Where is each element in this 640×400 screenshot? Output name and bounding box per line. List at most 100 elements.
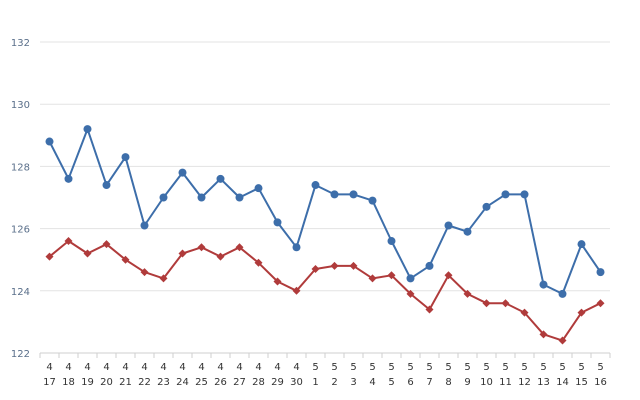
x-tick-label-day: 11 (499, 377, 512, 388)
x-tick-label-day: 16 (594, 377, 607, 388)
data-point (425, 261, 434, 270)
x-tick-label-month: 5 (521, 362, 527, 373)
x-tick-label-month: 4 (236, 362, 242, 373)
x-tick-label-day: 9 (464, 377, 470, 388)
data-point (159, 274, 168, 283)
data-point (406, 274, 415, 283)
x-tick-label-month: 5 (464, 362, 470, 373)
x-axis: 4174184194204214224234244254264274284294… (39, 352, 611, 388)
data-point (45, 252, 54, 261)
x-tick-label-month: 5 (445, 362, 451, 373)
data-point (102, 240, 111, 249)
data-point (273, 218, 282, 227)
data-point (216, 174, 225, 183)
data-point (311, 265, 320, 274)
data-point (121, 255, 130, 264)
x-tick-label-month: 5 (388, 362, 394, 373)
data-point (311, 181, 320, 190)
x-tick-label-day: 23 (157, 377, 170, 388)
data-point (140, 268, 149, 277)
data-point (178, 249, 187, 258)
x-tick-label-day: 18 (62, 377, 75, 388)
data-point (330, 261, 339, 270)
x-tick-label-day: 13 (537, 377, 550, 388)
x-tick-label-day: 27 (233, 377, 246, 388)
x-tick-label-day: 17 (43, 377, 56, 388)
x-tick-label-day: 21 (119, 377, 132, 388)
data-point (64, 174, 73, 183)
data-point (102, 181, 111, 190)
data-point (558, 336, 567, 345)
x-tick-label-day: 3 (350, 377, 356, 388)
data-point (596, 299, 605, 308)
data-point (558, 289, 567, 298)
x-tick-label-month: 4 (160, 362, 166, 373)
x-tick-label-day: 15 (575, 377, 588, 388)
x-tick-label-day: 24 (176, 377, 189, 388)
y-tick-label: 128 (11, 162, 30, 173)
data-point (406, 289, 415, 298)
x-tick-label-month: 4 (198, 362, 204, 373)
x-tick-label-day: 30 (290, 377, 303, 388)
y-tick-label: 130 (11, 100, 30, 111)
x-tick-label-month: 4 (84, 362, 90, 373)
x-tick-label-month: 5 (407, 362, 413, 373)
x-tick-label-month: 5 (369, 362, 375, 373)
data-point (368, 274, 377, 283)
data-point (520, 308, 529, 317)
x-tick-label-month: 4 (65, 362, 71, 373)
x-tick-label-month: 4 (217, 362, 223, 373)
series-line (48, 240, 601, 342)
data-point (254, 184, 263, 193)
x-tick-label-month: 5 (426, 362, 432, 373)
x-tick-label-day: 19 (81, 377, 94, 388)
data-point (235, 193, 244, 202)
data-point (520, 190, 529, 199)
data-point (292, 243, 301, 252)
data-point (197, 243, 206, 252)
data-point (349, 261, 358, 270)
x-tick-label-day: 22 (138, 377, 151, 388)
y-axis: 122 124 126 128 130 132 (11, 38, 30, 360)
x-tick-label-month: 5 (502, 362, 508, 373)
grid-lines (40, 41, 610, 292)
y-tick-label: 126 (11, 225, 30, 236)
x-tick-label-day: 28 (252, 377, 265, 388)
x-tick-label-month: 4 (293, 362, 299, 373)
x-tick-label-day: 20 (100, 377, 113, 388)
x-tick-label-month: 4 (46, 362, 52, 373)
data-point (577, 240, 586, 249)
x-tick-label-day: 25 (195, 377, 208, 388)
x-tick-label-day: 2 (331, 377, 337, 388)
y-tick-label: 132 (11, 38, 30, 49)
data-point (463, 289, 472, 298)
x-tick-label-day: 10 (480, 377, 493, 388)
data-point (197, 193, 206, 202)
x-tick-label-month: 5 (540, 362, 546, 373)
data-point (330, 190, 339, 199)
series-1 (45, 125, 605, 298)
x-tick-label-day: 14 (556, 377, 569, 388)
x-tick-label-day: 7 (426, 377, 432, 388)
x-tick-label-month: 4 (122, 362, 128, 373)
x-tick-label-month: 4 (274, 362, 280, 373)
data-point (254, 258, 263, 267)
data-point (83, 125, 92, 134)
data-point (216, 252, 225, 261)
data-point (273, 277, 282, 286)
data-point (159, 193, 168, 202)
data-point (121, 153, 130, 162)
data-point (140, 221, 149, 230)
data-point (387, 237, 396, 246)
y-tick-label: 122 (11, 349, 30, 360)
data-point (387, 271, 396, 280)
plot-area (45, 125, 605, 345)
series-line (48, 128, 602, 295)
x-tick-label-month: 5 (483, 362, 489, 373)
x-tick-label-month: 5 (578, 362, 584, 373)
x-tick-label-month: 5 (597, 362, 603, 373)
data-point (463, 227, 472, 236)
x-tick-label-day: 4 (369, 377, 375, 388)
data-point (596, 268, 605, 277)
